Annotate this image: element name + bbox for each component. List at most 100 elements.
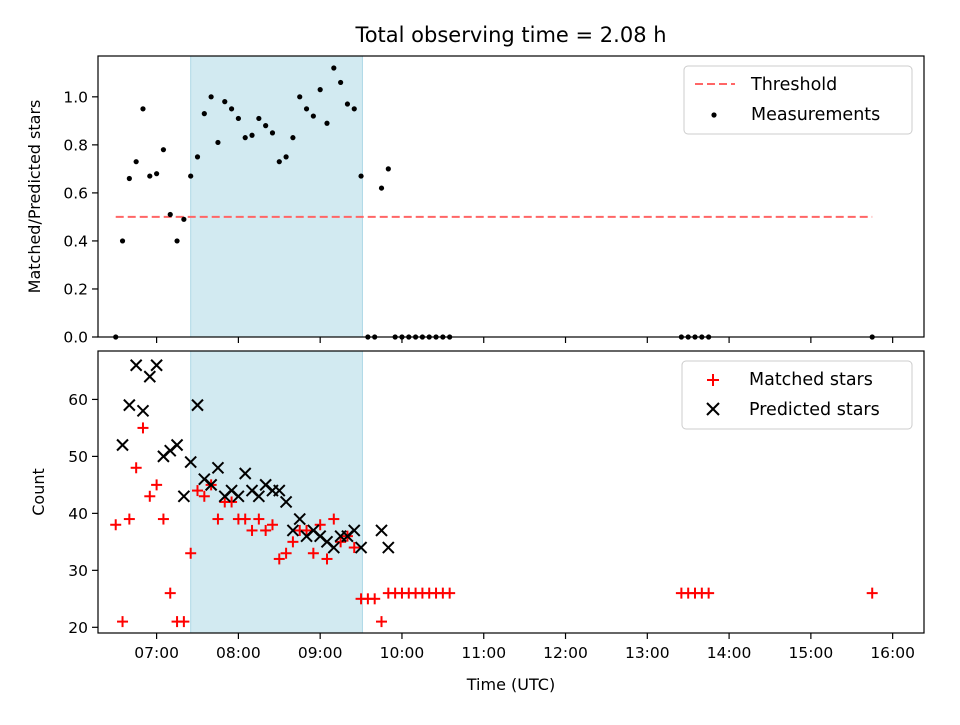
measurement-point — [147, 173, 153, 179]
top-panel: 0.0 0.2 0.4 0.6 0.8 1.0 Matched/Predicted sta… — [25, 55, 925, 347]
bottom-legend: Matched stars Predicted stars — [681, 360, 913, 430]
matched-star-point — [198, 490, 210, 502]
matched-star-point — [137, 422, 149, 434]
legend-predicted-label: Predicted stars — [749, 400, 880, 420]
top-legend: Threshold Measurements — [683, 65, 913, 135]
matched-star-point — [192, 485, 204, 497]
x-tick-label: 13:00 — [625, 644, 670, 662]
measurement-point — [208, 94, 214, 100]
predicted-marker-b — [348, 524, 361, 537]
measurement-point — [338, 79, 344, 86]
predicted-star-point — [191, 398, 204, 412]
matched-star-point — [348, 542, 360, 554]
measurement-point — [317, 87, 323, 93]
predicted-marker-b — [204, 478, 218, 492]
predicted-marker-b — [354, 541, 368, 554]
matched-star-point — [246, 524, 258, 536]
x-tick-label: 16:00 — [870, 644, 915, 662]
top-legend-box — [683, 65, 913, 135]
measurement-point — [188, 173, 194, 179]
predicted-star-point — [136, 404, 150, 418]
predicted-marker-b — [184, 455, 197, 469]
matched-star-point — [328, 513, 340, 525]
predicted-marker-b — [320, 535, 334, 549]
predicted-marker-b — [129, 359, 143, 372]
bot-y-tick-label: 50 — [68, 448, 88, 466]
measurement-point — [263, 123, 269, 129]
predicted-marker-b — [307, 524, 320, 537]
matched-star-point — [151, 479, 163, 491]
legend-matched-label: Matched stars — [749, 370, 873, 390]
measurement-point — [276, 159, 282, 165]
measurement-point — [174, 238, 180, 244]
predicted-marker-b — [327, 541, 341, 554]
bottom-y-axis-label: Count — [29, 468, 48, 516]
matched-star-point — [260, 524, 272, 536]
measurement-point — [324, 120, 330, 126]
predicted-marker-b — [286, 524, 300, 537]
top-y-tick-label: 0.8 — [63, 136, 88, 154]
measurement-point — [126, 175, 132, 182]
predicted-marker-b — [211, 461, 225, 474]
legend-threshold-label: Threshold — [750, 75, 837, 95]
predicted-star-point — [116, 438, 129, 452]
bot-y-tick-label: 20 — [68, 619, 88, 637]
predicted-marker-b — [191, 398, 204, 412]
top-y-tick-label: 1.0 — [63, 88, 88, 106]
predicted-star-point — [129, 359, 143, 372]
predicted-star-point — [382, 541, 395, 554]
measurement-point — [194, 154, 201, 160]
matched-star-point — [123, 513, 135, 525]
measurement-point — [242, 135, 248, 141]
matched-star-point — [144, 490, 156, 502]
top-shaded-region — [190, 55, 363, 338]
top-y-tick-label: 0.6 — [63, 184, 88, 202]
bot-y-tick-label: 40 — [68, 505, 88, 523]
measurement-point — [303, 106, 310, 112]
x-tick-label: 15:00 — [789, 644, 834, 662]
bottom-panel: 20 30 40 50 60 07:00 08:00 09:00 10:00 11:00 12:00… — [29, 350, 925, 694]
predicted-star-point — [293, 512, 306, 526]
x-tick-label: 08:00 — [216, 644, 261, 662]
top-y-tick-label: 0.2 — [63, 280, 88, 298]
measurement-point — [269, 130, 276, 136]
measurement-point — [297, 94, 303, 100]
predicted-marker-b — [150, 359, 163, 372]
predicted-star-point — [348, 524, 361, 537]
legend-measurements-swatch — [711, 112, 717, 118]
matched-star-point — [266, 519, 278, 531]
x-tick-label: 09:00 — [298, 644, 343, 662]
predicted-star-point — [327, 541, 341, 554]
predicted-star-point — [204, 478, 218, 492]
matched-star-point — [239, 513, 251, 525]
predicted-star-point — [354, 541, 368, 554]
top-y-tick-label: 0.0 — [63, 329, 88, 347]
matched-star-point — [130, 462, 142, 474]
matched-star-point — [287, 536, 299, 548]
predicted-star-point — [252, 490, 266, 503]
matched-star-point — [185, 547, 197, 559]
predicted-marker-b — [170, 438, 184, 452]
measurement-point — [154, 171, 160, 177]
top-y-axis-label: Matched/Predicted stars — [25, 100, 44, 294]
matched-star-point — [444, 587, 456, 599]
predicted-marker-b — [273, 484, 286, 497]
matched-star-point — [117, 616, 129, 628]
predicted-marker-b — [259, 478, 272, 492]
measurement-point — [228, 106, 235, 112]
matched-star-point — [253, 513, 265, 525]
matched-star-point — [164, 587, 176, 599]
bot-y-tick-label: 60 — [68, 391, 88, 409]
measurement-point — [133, 159, 139, 165]
measurement-point — [140, 106, 146, 112]
measurement-point — [222, 99, 228, 105]
matched-star-point — [178, 616, 190, 628]
measurement-point — [344, 101, 351, 107]
measurement-point — [201, 111, 207, 117]
predicted-star-point — [375, 524, 388, 537]
matched-star-point — [226, 496, 238, 508]
predicted-star-point — [286, 524, 300, 537]
matched-star-point — [157, 513, 169, 525]
predicted-marker-b — [177, 490, 191, 503]
matched-star-point — [212, 513, 224, 525]
